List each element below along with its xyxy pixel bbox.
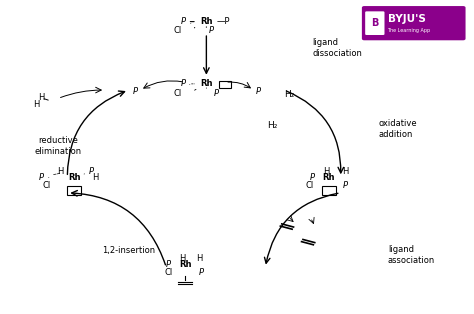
Text: Rh: Rh — [323, 173, 335, 182]
Text: Rh: Rh — [179, 260, 191, 269]
Text: Cl: Cl — [42, 181, 50, 190]
Text: H: H — [92, 173, 99, 182]
Text: P: P — [213, 89, 219, 98]
Text: oxidative
addition: oxidative addition — [378, 119, 417, 139]
Text: H: H — [196, 254, 202, 263]
Text: P: P — [255, 87, 261, 96]
Text: P: P — [39, 173, 44, 182]
Text: ligand
association: ligand association — [388, 245, 435, 265]
Text: P: P — [89, 166, 93, 176]
Text: Cl: Cl — [174, 89, 182, 98]
Text: H: H — [323, 166, 330, 176]
Bar — [322, 186, 336, 195]
Text: ′′: ′′ — [190, 23, 192, 28]
Bar — [219, 81, 231, 88]
Text: H: H — [180, 254, 186, 263]
FancyBboxPatch shape — [362, 6, 465, 40]
Text: H: H — [342, 166, 348, 176]
Text: P: P — [199, 268, 204, 277]
Text: Rh: Rh — [68, 173, 81, 182]
Text: P: P — [166, 260, 171, 269]
Text: H: H — [57, 166, 64, 176]
Text: Cl: Cl — [164, 268, 173, 277]
Text: Rh: Rh — [200, 79, 213, 88]
Text: Cl: Cl — [174, 26, 182, 35]
Text: —P: —P — [216, 17, 229, 26]
Text: P: P — [310, 173, 315, 182]
Text: Rh: Rh — [200, 17, 213, 26]
Text: The Learning App: The Learning App — [387, 29, 430, 34]
Text: Cl: Cl — [306, 181, 314, 190]
Text: ligand
dissociation: ligand dissociation — [312, 38, 362, 58]
Text: P: P — [180, 17, 185, 26]
Text: 1,2-insertion: 1,2-insertion — [102, 246, 155, 255]
Text: P: P — [180, 79, 185, 88]
Text: H: H — [34, 100, 40, 109]
Text: H₂: H₂ — [267, 122, 278, 130]
Text: P: P — [209, 26, 214, 35]
Text: B: B — [372, 18, 379, 28]
Text: H: H — [38, 93, 45, 102]
Text: BYJU'S: BYJU'S — [388, 14, 426, 24]
Text: reductive
elimination: reductive elimination — [35, 136, 82, 156]
Text: H₂: H₂ — [283, 90, 294, 99]
Text: P: P — [343, 181, 348, 190]
FancyBboxPatch shape — [365, 11, 384, 35]
Bar — [67, 186, 82, 195]
Text: ′′: ′′ — [189, 84, 191, 89]
Text: P: P — [133, 87, 138, 96]
Text: ′′: ′′ — [47, 177, 50, 182]
